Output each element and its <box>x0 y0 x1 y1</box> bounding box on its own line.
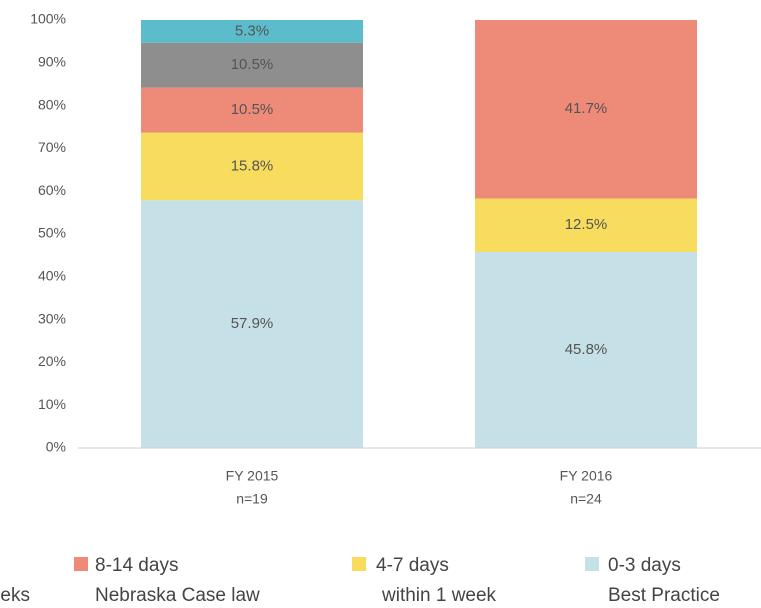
legend-swatch <box>352 557 366 571</box>
value-label: 41.7% <box>565 100 608 117</box>
bar-segment <box>141 20 363 43</box>
bar-segment <box>475 251 697 448</box>
legend-swatch <box>585 557 599 571</box>
y-tick-label: 80% <box>38 96 66 112</box>
value-label: 57.9% <box>231 315 274 332</box>
value-label: 10.5% <box>231 101 274 118</box>
value-label: 45.8% <box>565 341 608 358</box>
legend-label: 0-3 days <box>608 555 681 576</box>
y-tick-label: 90% <box>38 54 66 70</box>
value-label: 12.5% <box>565 216 608 233</box>
value-label: 15.8% <box>231 157 274 174</box>
value-label: 10.5% <box>231 56 274 73</box>
y-tick-label: 30% <box>38 310 66 326</box>
bar-segment <box>141 200 363 448</box>
value-label: 5.3% <box>235 22 269 39</box>
x-tick-note: n=24 <box>570 491 602 507</box>
legend-swatch <box>74 557 88 571</box>
bar-segment <box>475 198 697 252</box>
y-tick-label: 60% <box>38 182 66 198</box>
y-tick-label: 20% <box>38 353 66 369</box>
x-tick-note: n=19 <box>236 491 268 507</box>
y-tick-label: 40% <box>38 268 66 284</box>
legend-note: Nebraska Case law <box>95 585 260 606</box>
legend-note: Best Practice <box>608 585 720 606</box>
x-tick-label: FY 2016 <box>560 468 613 484</box>
y-tick-label: 50% <box>38 225 66 241</box>
bar-segment <box>475 20 697 199</box>
y-tick-label: 10% <box>38 396 66 412</box>
legend-note: eks <box>0 585 30 606</box>
legend-note: within 1 week <box>381 585 497 606</box>
bar-segment <box>141 42 363 88</box>
y-tick-label: 100% <box>30 11 66 27</box>
x-tick-label: FY 2015 <box>226 468 279 484</box>
legend-label: 8-14 days <box>95 555 178 576</box>
y-tick-label: 70% <box>38 139 66 155</box>
bar-segment <box>141 87 363 133</box>
y-tick-label: 0% <box>46 439 66 455</box>
legend-label: 4-7 days <box>376 555 449 576</box>
bar-segment <box>141 132 363 201</box>
